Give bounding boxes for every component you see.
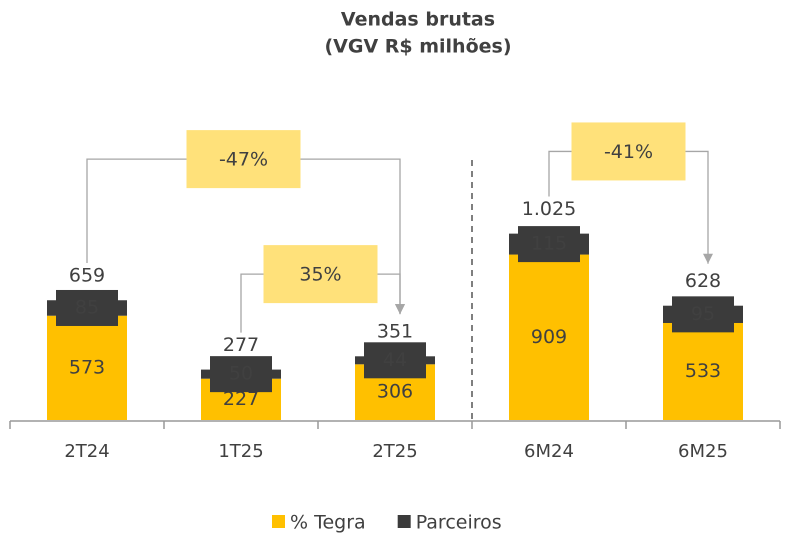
x-tick-label: 6M25 <box>678 441 728 462</box>
x-tick-label: 2T24 <box>64 441 109 462</box>
legend-label: Parceiros <box>416 512 502 534</box>
value-label-box <box>518 226 580 263</box>
value-label: 85 <box>75 296 99 318</box>
annotation-text: -47% <box>219 149 268 171</box>
total-label: 351 <box>377 321 413 343</box>
value-label: 227 <box>223 388 259 410</box>
bar-segment <box>47 315 127 420</box>
chart-title: Vendas brutas <box>341 9 495 31</box>
x-tick-label: 6M24 <box>524 441 574 462</box>
total-label: 659 <box>69 265 105 287</box>
annotation-box <box>263 245 378 304</box>
value-label: 44 <box>383 349 407 371</box>
legend-label: % Tegra <box>290 512 366 534</box>
total-label: 277 <box>223 334 259 356</box>
value-label: 95 <box>691 303 715 325</box>
value-label: 909 <box>531 326 567 348</box>
total-label: 628 <box>685 270 721 292</box>
value-label: 533 <box>685 360 721 382</box>
x-tick-label: 1T25 <box>218 441 263 462</box>
legend-swatch <box>397 515 411 528</box>
annotation-text: 35% <box>299 264 341 286</box>
value-label: 115 <box>531 233 567 255</box>
annotation-box <box>186 130 301 189</box>
legend-swatch <box>272 515 285 528</box>
value-label-box <box>672 296 734 333</box>
value-label-box <box>210 356 272 393</box>
bar-segment <box>509 254 589 420</box>
x-tick-label: 2T25 <box>372 441 417 462</box>
value-label: 306 <box>377 381 413 403</box>
value-label: 573 <box>69 356 105 378</box>
value-label: 50 <box>229 363 253 385</box>
annotation-text: -41% <box>604 141 653 163</box>
annotation-box <box>571 122 686 181</box>
value-label-box <box>56 289 118 326</box>
value-label-box <box>364 342 426 379</box>
total-label: 1.025 <box>522 198 576 220</box>
chart-subtitle: (VGV R$ milhões) <box>324 36 511 58</box>
bar-segment <box>663 322 743 420</box>
